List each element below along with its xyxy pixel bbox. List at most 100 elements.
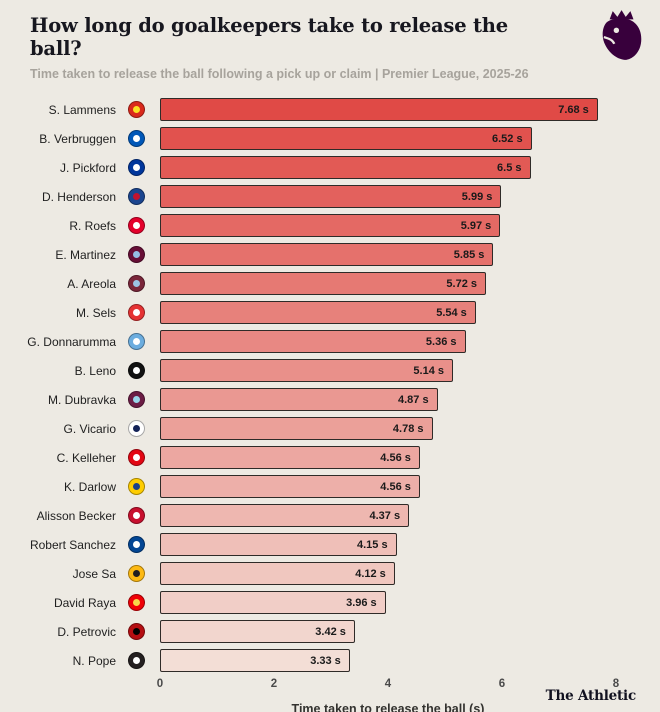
bar-value-label: 7.68 s <box>558 103 589 116</box>
player-name: J. Pickford <box>59 160 116 175</box>
x-axis: 0 2 4 6 8 <box>156 678 660 694</box>
player-name: A. Areola <box>67 276 116 291</box>
crest-inner-dot <box>133 541 140 548</box>
crest-inner-dot <box>133 570 140 577</box>
bar: 4.78 s <box>160 417 433 440</box>
player-name: M. Sels <box>75 305 116 320</box>
chart-row: E. Martinez 5.85 s <box>0 240 660 269</box>
chart-row: N. Pope 3.33 s <box>0 646 660 675</box>
player-name: Jose Sa <box>72 566 116 581</box>
premier-league-logo-icon <box>596 8 644 62</box>
chart-row: S. Lammens 7.68 s <box>0 95 660 124</box>
chart-row: R. Roefs 5.97 s <box>0 211 660 240</box>
club-crest-icon-chelsea <box>128 536 145 553</box>
bar: 5.97 s <box>160 214 501 237</box>
bar-value-label: 4.87 s <box>398 393 429 406</box>
crest-inner-dot <box>133 222 140 229</box>
club-crest-icon-wolves <box>128 565 145 582</box>
bar: 7.68 s <box>160 98 598 121</box>
bar-value-label: 5.36 s <box>425 335 457 348</box>
bar-value-label: 4.15 s <box>357 538 388 551</box>
header: How long do goalkeepers take to release … <box>0 0 660 87</box>
bar-value-label: 3.33 s <box>310 654 341 667</box>
club-crest-icon-west-ham <box>128 275 145 292</box>
crest-inner-dot <box>133 193 140 200</box>
chart-row: Robert Sanchez 4.15 s <box>0 530 660 559</box>
chart-row: G. Donnarumma 5.36 s <box>0 327 660 356</box>
chart-row: David Raya 3.96 s <box>0 588 660 617</box>
x-axis-tick: 4 <box>384 678 392 690</box>
chart-row: B. Verbruggen 6.52 s <box>0 124 660 153</box>
bar-value-label: 5.99 s <box>461 190 493 203</box>
bar-value-label: 5.72 s <box>446 277 477 290</box>
chart-row: D. Henderson 5.99 s <box>0 182 660 211</box>
bar-value-label: 4.37 s <box>369 509 401 522</box>
bar: 4.37 s <box>160 504 410 527</box>
player-name: Alisson Becker <box>36 508 116 523</box>
x-axis-tick: 0 <box>156 678 164 690</box>
chart-row: B. Leno 5.14 s <box>0 356 660 385</box>
club-crest-icon-aston-villa <box>128 246 145 263</box>
club-crest-icon-brentford <box>128 449 145 466</box>
bar: 6.5 s <box>160 156 531 179</box>
club-crest-icon-newcastle <box>128 652 145 669</box>
player-name: R. Roefs <box>69 218 116 233</box>
brand-logo: The Athletic <box>545 688 637 704</box>
club-crest-icon-sunderland <box>128 217 145 234</box>
bar-value-label: 4.56 s <box>380 451 411 464</box>
club-crest-icon-leeds <box>128 478 145 495</box>
crest-inner-dot <box>133 657 140 664</box>
bar-value-label: 4.12 s <box>355 567 386 580</box>
bar: 5.54 s <box>160 301 476 324</box>
club-crest-icon-bournemouth <box>128 623 145 640</box>
chart-rows: S. Lammens 7.68 s B. Verbruggen 6.52 s J. Pi… <box>0 95 660 675</box>
x-axis-label: Time taken to release the ball (s) <box>291 702 485 712</box>
club-crest-icon-arsenal <box>128 594 145 611</box>
bar: 4.87 s <box>160 388 438 411</box>
crest-inner-dot <box>133 280 140 287</box>
club-crest-icon-manchester-united <box>128 101 145 118</box>
crest-inner-dot <box>133 309 140 316</box>
club-crest-icon-tottenham <box>128 420 145 437</box>
player-name: C. Kelleher <box>56 450 116 465</box>
bar-value-label: 5.14 s <box>413 364 444 377</box>
bar: 5.36 s <box>160 330 466 353</box>
bar: 3.42 s <box>160 620 355 643</box>
chart-subtitle: Time taken to release the ball following… <box>30 67 529 81</box>
club-crest-icon-manchester-city <box>128 333 145 350</box>
crest-inner-dot <box>133 367 140 374</box>
chart-row: Jose Sa 4.12 s <box>0 559 660 588</box>
bar: 6.52 s <box>160 127 532 150</box>
club-crest-icon-crystal-palace <box>128 188 145 205</box>
club-crest-icon-nottingham-forest <box>128 304 145 321</box>
x-axis-tick: 8 <box>612 678 620 690</box>
bar-value-label: 6.5 s <box>497 161 522 174</box>
crest-inner-dot <box>133 106 140 113</box>
bar: 4.15 s <box>160 533 397 556</box>
bar: 4.56 s <box>160 475 420 498</box>
bar-value-label: 5.85 s <box>453 248 485 261</box>
bar-value-label: 5.54 s <box>436 306 467 319</box>
bar-value-label: 3.42 s <box>315 625 346 638</box>
bar: 4.56 s <box>160 446 420 469</box>
player-name: N. Pope <box>72 653 116 668</box>
chart-row: G. Vicario 4.78 s <box>0 414 660 443</box>
club-crest-icon-fulham <box>128 362 145 379</box>
crest-inner-dot <box>133 251 140 258</box>
crest-inner-dot <box>133 164 140 171</box>
crest-inner-dot <box>133 425 140 432</box>
player-name: G. Vicario <box>63 421 116 436</box>
bar-value-label: 5.97 s <box>460 219 492 232</box>
bar: 5.99 s <box>160 185 502 208</box>
bar-value-label: 4.78 s <box>392 422 424 435</box>
chart-row: C. Kelleher 4.56 s <box>0 443 660 472</box>
crest-inner-dot <box>133 135 140 142</box>
bar-value-label: 4.56 s <box>380 480 411 493</box>
crest-inner-dot <box>133 454 140 461</box>
bar-value-label: 3.96 s <box>346 596 377 609</box>
bar: 5.72 s <box>160 272 486 295</box>
x-axis-tick: 2 <box>270 678 278 690</box>
crest-inner-dot <box>133 599 140 606</box>
bar: 5.14 s <box>160 359 453 382</box>
club-crest-icon-burnley <box>128 391 145 408</box>
